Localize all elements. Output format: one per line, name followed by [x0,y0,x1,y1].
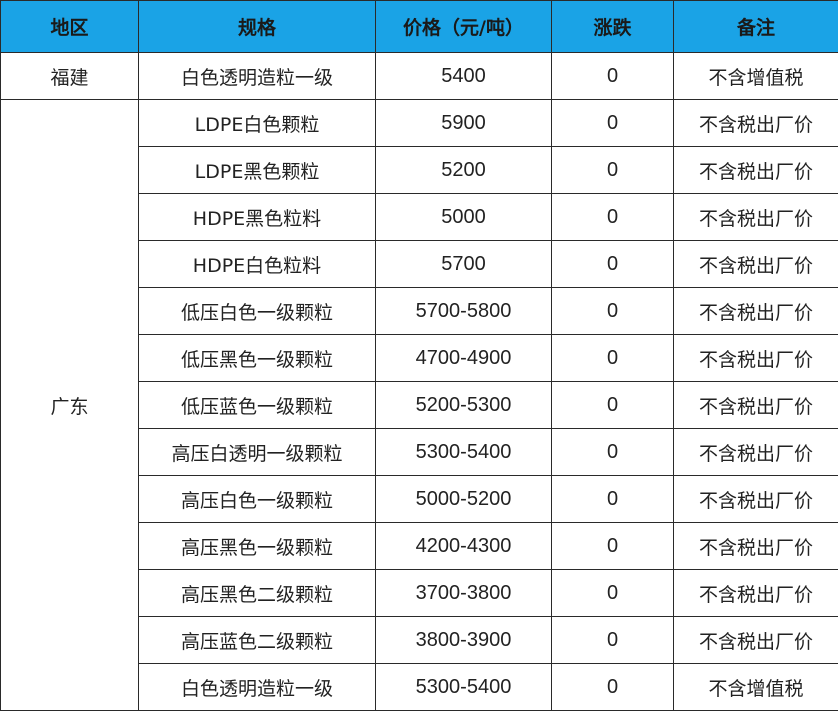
table-row: 高压蓝色二级颗粒 3800-3900 0 不含税出厂价 [1,616,838,664]
spec-cell: 低压黑色一级颗粒 [138,334,376,382]
spec-cell: 高压黑色一级颗粒 [138,522,376,570]
change-cell: 0 [551,146,674,194]
note-cell: 不含税出厂价 [673,99,838,147]
note-cell: 不含增值税 [673,663,838,711]
spec-cell: 低压白色一级颗粒 [138,287,376,335]
table-row: HDPE黑色粒料 5000 0 不含税出厂价 [1,193,838,241]
header-cell: 备注 [673,0,838,53]
price-cell: 4200-4300 [375,522,552,570]
table-row: 高压黑色一级颗粒 4200-4300 0 不含税出厂价 [1,522,838,570]
change-cell: 0 [551,381,674,429]
note-cell: 不含税出厂价 [673,475,838,523]
table-row: 低压黑色一级颗粒 4700-4900 0 不含税出厂价 [1,334,838,382]
price-cell: 5400 [375,52,552,100]
note-cell: 不含税出厂价 [673,381,838,429]
spec-cell: 低压蓝色一级颗粒 [138,381,376,429]
change-cell: 0 [551,522,674,570]
change-cell: 0 [551,663,674,711]
change-cell: 0 [551,616,674,664]
spec-cell: HDPE白色粒料 [138,240,376,288]
table-row: HDPE白色粒料 5700 0 不含税出厂价 [1,240,838,288]
header-cell: 涨跌 [551,0,674,53]
header-cell: 规格 [138,0,376,53]
spec-cell: 高压黑色二级颗粒 [138,569,376,617]
region-cell: 福建 [0,52,139,100]
change-cell: 0 [551,99,674,147]
price-cell: 5300-5400 [375,428,552,476]
table-row: 高压白透明一级颗粒 5300-5400 0 不含税出厂价 [1,428,838,476]
change-cell: 0 [551,569,674,617]
table-row: LDPE黑色颗粒 5200 0 不含税出厂价 [1,146,838,194]
note-cell: 不含税出厂价 [673,287,838,335]
price-cell: 5700-5800 [375,287,552,335]
spec-cell: 高压白透明一级颗粒 [138,428,376,476]
header-cell: 价格（元/吨） [375,0,552,53]
note-cell: 不含税出厂价 [673,569,838,617]
price-cell: 5200-5300 [375,381,552,429]
spec-cell: LDPE黑色颗粒 [138,146,376,194]
table-row: 低压蓝色一级颗粒 5200-5300 0 不含税出厂价 [1,381,838,429]
header-row: 地区 规格 价格（元/吨） 涨跌 备注 [0,0,838,53]
change-cell: 0 [551,334,674,382]
note-cell: 不含税出厂价 [673,240,838,288]
note-cell: 不含税出厂价 [673,522,838,570]
spec-cell: 高压蓝色二级颗粒 [138,616,376,664]
change-cell: 0 [551,240,674,288]
table-row: 福建 白色透明造粒一级 5400 0 不含增值税 [0,52,838,100]
price-cell: 5900 [375,99,552,147]
change-cell: 0 [551,52,674,100]
table-row: 白色透明造粒一级 5300-5400 0 不含增值税 [1,663,838,711]
spec-cell: 高压白色一级颗粒 [138,475,376,523]
change-cell: 0 [551,428,674,476]
table-row: 高压白色一级颗粒 5000-5200 0 不含税出厂价 [1,475,838,523]
note-cell: 不含税出厂价 [673,193,838,241]
price-cell: 5000 [375,193,552,241]
price-cell: 4700-4900 [375,334,552,382]
price-cell: 5000-5200 [375,475,552,523]
price-cell: 3800-3900 [375,616,552,664]
note-cell: 不含税出厂价 [673,146,838,194]
change-cell: 0 [551,287,674,335]
table-row: 广东 LDPE白色颗粒 5900 0 不含税出厂价 [0,99,838,711]
header-cell: 地区 [0,0,139,53]
note-cell: 不含税出厂价 [673,428,838,476]
table-row: 低压白色一级颗粒 5700-5800 0 不含税出厂价 [1,287,838,335]
note-cell: 不含税出厂价 [673,616,838,664]
price-cell: 5200 [375,146,552,194]
price-cell: 5700 [375,240,552,288]
spec-cell: LDPE白色颗粒 [138,99,376,147]
change-cell: 0 [551,193,674,241]
note-cell: 不含税出厂价 [673,334,838,382]
change-cell: 0 [551,475,674,523]
price-cell: 3700-3800 [375,569,552,617]
spec-cell: 白色透明造粒一级 [138,663,376,711]
region-cell: 广东 [0,99,139,711]
price-cell: 5300-5400 [375,663,552,711]
spec-cell: HDPE黑色粒料 [138,193,376,241]
spec-cell: 白色透明造粒一级 [138,52,376,100]
table-body: 福建 白色透明造粒一级 5400 0 不含增值税 广东 LDPE白色颗粒 5900 0 不含税出厂… [0,52,838,711]
note-cell: 不含增值税 [673,52,838,100]
